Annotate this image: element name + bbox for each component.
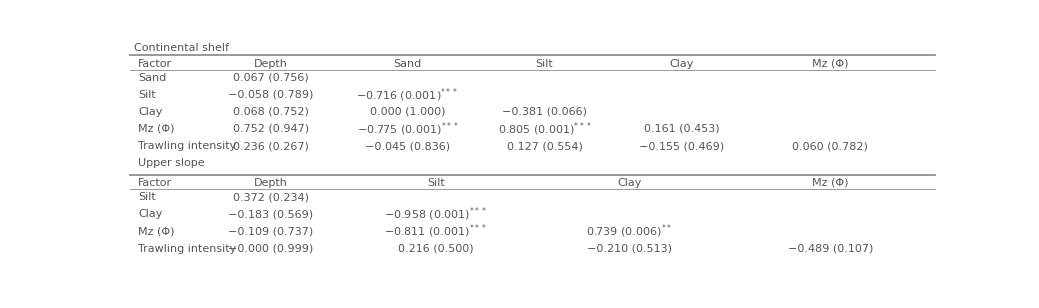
Text: −0.155 (0.469): −0.155 (0.469) <box>639 141 724 151</box>
Text: Mz (Φ): Mz (Φ) <box>812 178 849 188</box>
Text: Silt: Silt <box>138 192 156 202</box>
Text: −0.811 (0.001)$^{\mathregular{***}}$: −0.811 (0.001)$^{\mathregular{***}}$ <box>384 223 487 240</box>
Text: Clay: Clay <box>617 178 641 188</box>
Text: Clay: Clay <box>138 107 162 117</box>
Text: Sand: Sand <box>394 59 422 68</box>
Text: 0.372 (0.234): 0.372 (0.234) <box>233 192 309 202</box>
Text: Continental shelf: Continental shelf <box>134 43 229 53</box>
Text: −0.958 (0.001)$^{\mathregular{***}}$: −0.958 (0.001)$^{\mathregular{***}}$ <box>384 205 487 223</box>
Text: −0.489 (0.107): −0.489 (0.107) <box>788 244 873 253</box>
Text: Clay: Clay <box>138 209 162 219</box>
Text: −0.381 (0.066): −0.381 (0.066) <box>502 107 587 117</box>
Text: Trawling intensity: Trawling intensity <box>138 244 236 253</box>
Text: Upper slope: Upper slope <box>138 158 205 168</box>
Text: Silt: Silt <box>536 59 554 68</box>
Text: 0.067 (0.756): 0.067 (0.756) <box>233 73 309 83</box>
Text: 0.216 (0.500): 0.216 (0.500) <box>398 244 474 253</box>
Text: −0.109 (0.737): −0.109 (0.737) <box>229 226 314 237</box>
Text: 0.236 (0.267): 0.236 (0.267) <box>233 141 309 151</box>
Text: Depth: Depth <box>254 59 288 68</box>
Text: Mz (Φ): Mz (Φ) <box>138 124 175 134</box>
Text: 0.752 (0.947): 0.752 (0.947) <box>233 124 309 134</box>
Text: −0.058 (0.789): −0.058 (0.789) <box>229 90 314 100</box>
Text: Factor: Factor <box>138 59 172 68</box>
Text: 0.161 (0.453): 0.161 (0.453) <box>643 124 719 134</box>
Text: 0.127 (0.554): 0.127 (0.554) <box>507 141 583 151</box>
Text: Clay: Clay <box>669 59 694 68</box>
Text: Factor: Factor <box>138 178 172 188</box>
Text: Mz (Φ): Mz (Φ) <box>138 226 175 237</box>
Text: −0.210 (0.513): −0.210 (0.513) <box>587 244 671 253</box>
Text: 0.739 (0.006)$^{\mathregular{**}}$: 0.739 (0.006)$^{\mathregular{**}}$ <box>586 223 672 240</box>
Text: Silt: Silt <box>138 90 156 100</box>
Text: −0.716 (0.001)$^{\mathregular{***}}$: −0.716 (0.001)$^{\mathregular{***}}$ <box>356 86 459 103</box>
Text: Silt: Silt <box>427 178 445 188</box>
Text: Sand: Sand <box>138 73 166 83</box>
Text: −0.045 (0.836): −0.045 (0.836) <box>365 141 450 151</box>
Text: 0.000 (1.000): 0.000 (1.000) <box>370 107 446 117</box>
Text: Mz (Φ): Mz (Φ) <box>812 59 849 68</box>
Text: −0.775 (0.001)$^{\mathregular{***}}$: −0.775 (0.001)$^{\mathregular{***}}$ <box>356 120 459 138</box>
Text: Trawling intensity: Trawling intensity <box>138 141 236 151</box>
Text: −0.183 (0.569): −0.183 (0.569) <box>229 209 314 219</box>
Text: −0.000 (0.999): −0.000 (0.999) <box>229 244 314 253</box>
Text: 0.805 (0.001)$^{\mathregular{***}}$: 0.805 (0.001)$^{\mathregular{***}}$ <box>498 120 591 138</box>
Text: 0.060 (0.782): 0.060 (0.782) <box>793 141 869 151</box>
Text: Depth: Depth <box>254 178 288 188</box>
Text: 0.068 (0.752): 0.068 (0.752) <box>233 107 309 117</box>
